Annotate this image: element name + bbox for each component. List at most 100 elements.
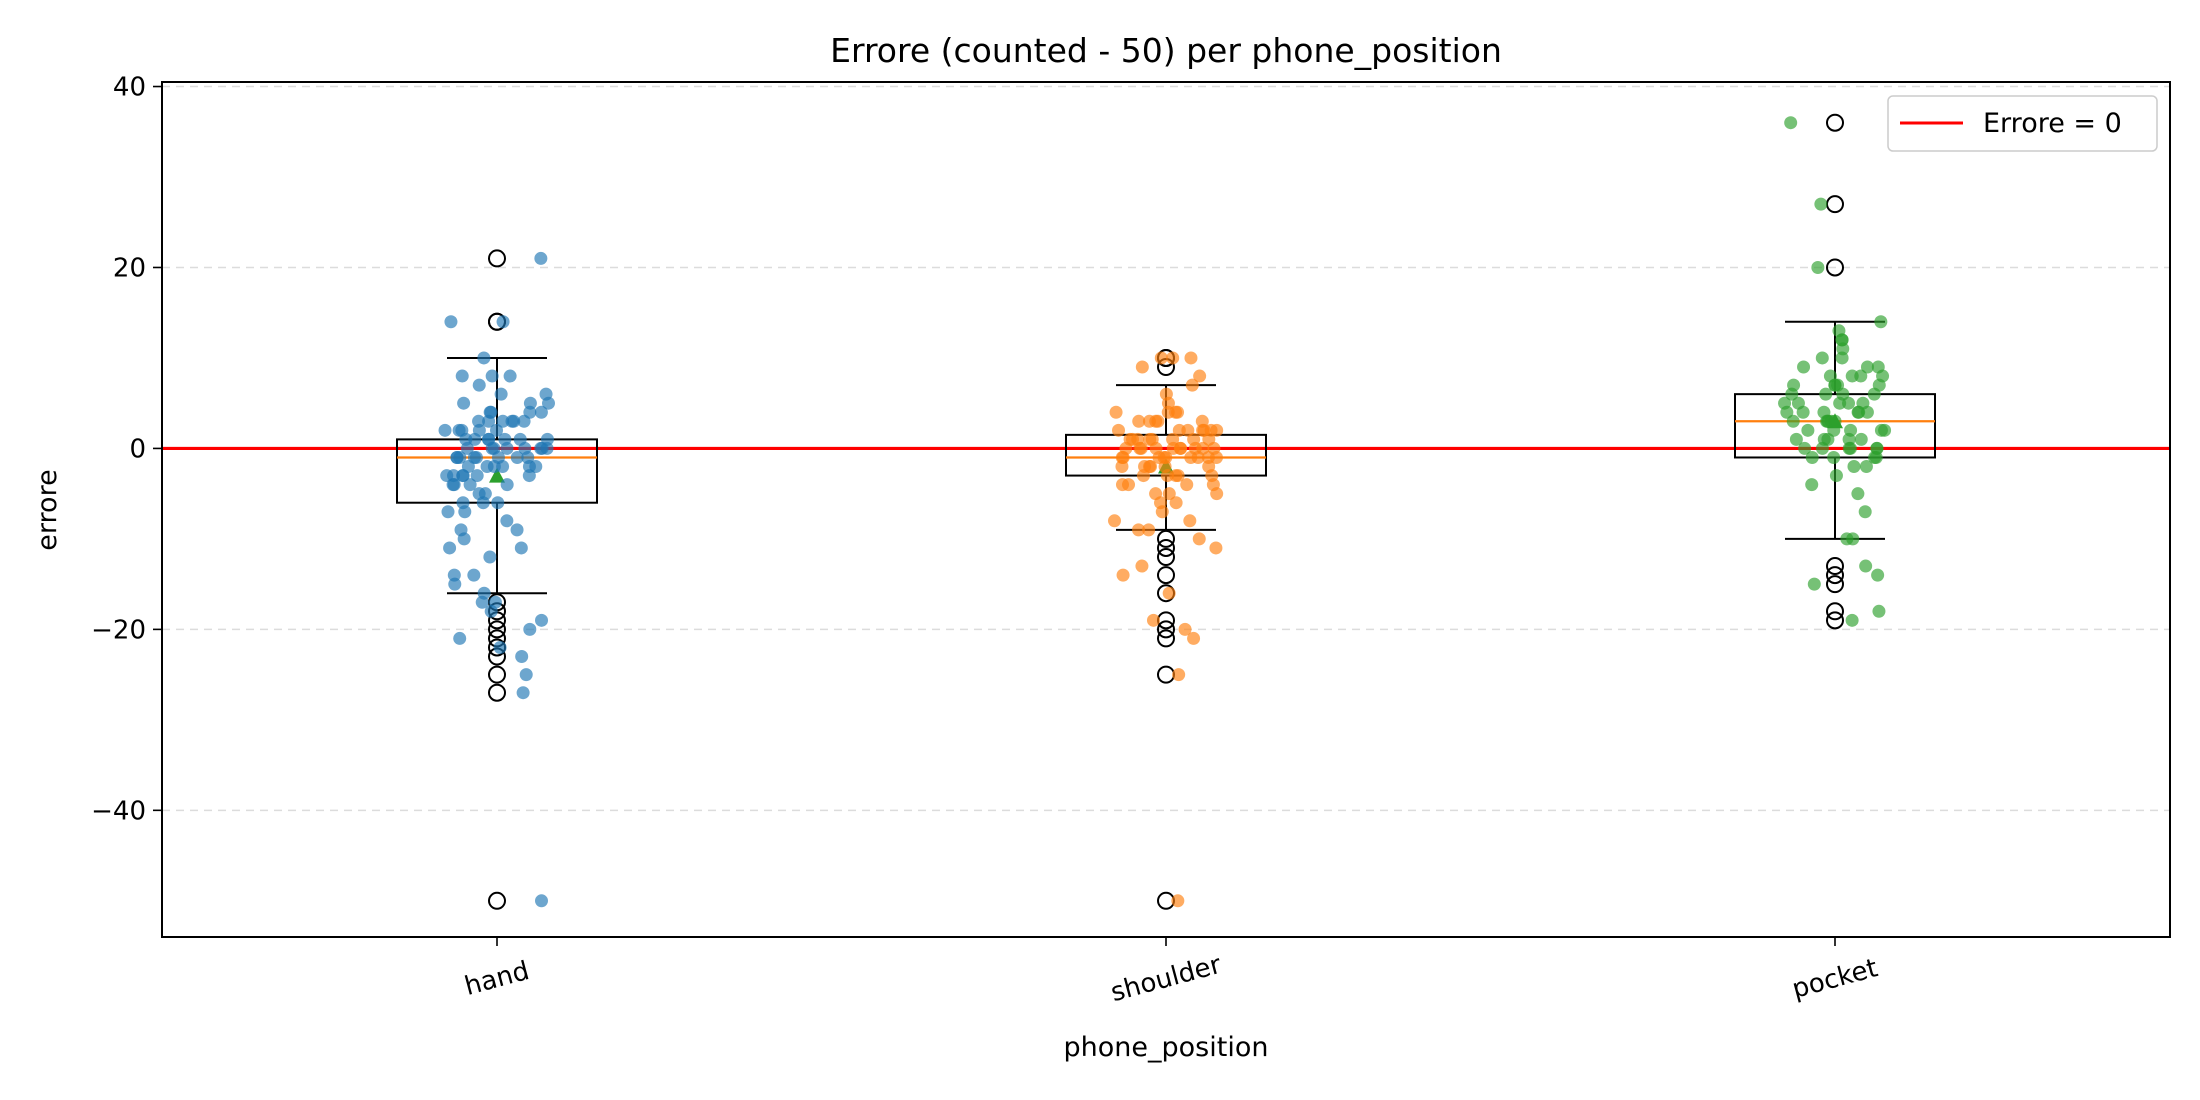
point-hand <box>541 396 555 410</box>
point-hand <box>467 568 481 582</box>
point-shoulder <box>1174 441 1188 455</box>
point-shoulder <box>1210 487 1224 501</box>
point-hand <box>485 441 499 455</box>
point-hand <box>456 469 470 483</box>
point-pocket <box>1846 532 1860 546</box>
point-hand <box>440 469 454 483</box>
y-tick-label: 20 <box>113 253 146 283</box>
y-axis-title: errore <box>32 469 63 550</box>
point-shoulder <box>1162 586 1176 600</box>
point-hand <box>455 369 469 383</box>
point-hand <box>523 622 537 636</box>
point-hand <box>535 613 549 627</box>
point-pocket <box>1819 387 1833 401</box>
y-tick-label: 0 <box>129 434 146 464</box>
point-hand <box>475 595 489 609</box>
point-pocket <box>1872 604 1886 618</box>
outlier-hand <box>488 665 506 684</box>
point-shoulder <box>1183 514 1197 528</box>
point-shoulder <box>1161 396 1175 410</box>
outlier-shoulder <box>1157 538 1175 557</box>
point-pocket <box>1801 423 1815 437</box>
point-hand <box>438 423 452 437</box>
point-pocket <box>1814 197 1828 211</box>
point-pocket <box>1867 387 1881 401</box>
point-shoulder <box>1151 414 1165 428</box>
point-pocket <box>1780 405 1794 419</box>
point-pocket <box>1871 568 1885 582</box>
outlier-hand <box>488 683 506 702</box>
point-hand <box>534 405 548 419</box>
point-shoulder <box>1109 405 1123 419</box>
point-pocket <box>1851 405 1865 419</box>
point-shoulder <box>1185 378 1199 392</box>
point-hand <box>510 450 524 464</box>
point-hand <box>463 478 477 492</box>
point-hand <box>529 460 543 474</box>
point-shoulder <box>1209 541 1223 555</box>
outlier-hand <box>488 249 506 268</box>
point-pocket <box>1859 559 1873 573</box>
point-hand <box>491 496 505 510</box>
point-shoulder <box>1135 559 1149 573</box>
point-hand <box>470 469 484 483</box>
outlier-shoulder <box>1157 529 1175 548</box>
outlier-hand <box>488 620 506 639</box>
point-shoulder <box>1192 532 1206 546</box>
point-hand <box>510 523 524 537</box>
x-tick-label-hand: hand <box>462 956 533 1002</box>
point-hand <box>450 450 464 464</box>
point-hand <box>493 640 507 654</box>
point-shoulder <box>1116 568 1130 582</box>
x-tick-label-pocket: pocket <box>1789 953 1881 1005</box>
point-shoulder <box>1115 460 1129 474</box>
point-shoulder <box>1171 894 1185 908</box>
point-pocket <box>1842 441 1856 455</box>
point-pocket <box>1868 450 1882 464</box>
outlier-pocket <box>1826 258 1844 277</box>
point-hand <box>503 369 517 383</box>
point-shoulder <box>1169 496 1183 510</box>
point-pocket <box>1829 469 1843 483</box>
point-hand <box>453 631 467 645</box>
point-pocket <box>1815 441 1829 455</box>
point-shoulder <box>1187 631 1201 645</box>
point-hand <box>496 315 510 329</box>
outlier-pocket <box>1826 575 1844 594</box>
point-hand <box>490 423 504 437</box>
point-hand <box>443 541 457 555</box>
point-shoulder <box>1126 432 1140 446</box>
outlier-shoulder <box>1157 566 1175 585</box>
point-shoulder <box>1166 351 1180 365</box>
point-pocket <box>1835 351 1849 365</box>
outlier-pocket <box>1826 113 1844 132</box>
point-pocket <box>1842 396 1856 410</box>
point-shoulder <box>1136 469 1150 483</box>
point-pocket <box>1860 360 1874 374</box>
point-hand <box>476 496 490 510</box>
outlier-pocket <box>1826 557 1844 576</box>
point-pocket <box>1786 414 1800 428</box>
point-pocket <box>1785 387 1799 401</box>
point-pocket <box>1815 351 1829 365</box>
point-pocket <box>1847 460 1861 474</box>
point-pocket <box>1854 432 1868 446</box>
point-pocket <box>1784 116 1798 130</box>
point-hand <box>535 894 549 908</box>
point-shoulder <box>1160 469 1174 483</box>
point-hand <box>477 351 491 365</box>
legend: Errore = 0 <box>1887 95 2158 152</box>
point-hand <box>458 505 472 519</box>
point-hand <box>500 441 514 455</box>
chart-title: Errore (counted - 50) per phone_position <box>830 31 1502 70</box>
outlier-pocket <box>1826 602 1844 621</box>
point-shoulder <box>1172 668 1186 682</box>
outlier-shoulder <box>1157 548 1175 566</box>
legend-label-errore-0: Errore = 0 <box>1983 108 2122 139</box>
point-hand <box>484 604 498 618</box>
point-hand <box>448 577 462 591</box>
point-hand <box>507 414 521 428</box>
point-hand <box>500 478 514 492</box>
point-hand <box>485 369 499 383</box>
